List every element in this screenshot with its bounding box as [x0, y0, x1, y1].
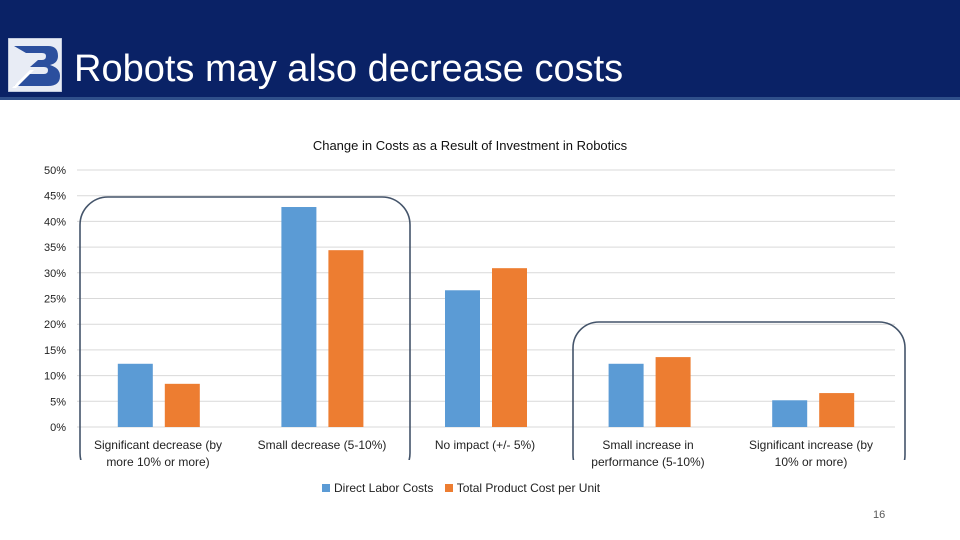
- y-tick-label: 50%: [44, 165, 66, 177]
- bar-direct-labor-costs: [117, 363, 153, 427]
- y-tick-label: 25%: [44, 294, 66, 306]
- y-tick-label: 40%: [44, 216, 66, 228]
- y-tick-label: 15%: [44, 345, 66, 357]
- y-tick-label: 5%: [50, 396, 66, 408]
- x-tick-label: No impact (+/- 5%): [434, 438, 536, 452]
- highlight-box-decrease: [79, 196, 411, 460]
- x-tick-label: Significant decrease (by more 10% or mor…: [93, 438, 223, 469]
- company-logo-icon: [8, 38, 62, 92]
- bar-total-product-cost: [164, 383, 200, 427]
- bar-total-product-cost: [328, 250, 364, 427]
- y-tick-label: 45%: [44, 191, 66, 203]
- bar-total-product-cost: [655, 357, 691, 427]
- chart-title: Change in Costs as a Result of Investmen…: [313, 138, 628, 153]
- y-tick-label: 20%: [44, 319, 66, 331]
- legend-swatch-blue-icon: [322, 484, 330, 492]
- legend-item-direct-labor: Direct Labor Costs: [322, 481, 433, 495]
- x-tick-label: Small increase in performance (5-10%): [591, 438, 705, 469]
- bars: [117, 207, 855, 427]
- bar-direct-labor-costs: [281, 207, 317, 427]
- legend-label: Total Product Cost per Unit: [456, 481, 601, 495]
- y-tick-label: 0%: [50, 422, 66, 434]
- bar-total-product-cost: [492, 268, 527, 427]
- bar-direct-labor-costs: [608, 363, 644, 427]
- y-tick-label: 30%: [44, 268, 66, 280]
- x-tick-label: Small decrease (5-10%): [257, 438, 387, 452]
- y-tick-label: 35%: [44, 242, 66, 254]
- y-axis-tick-labels: 0% 5% 10% 15% 20% 25% 30% 35% 40% 45% 50%: [44, 165, 66, 434]
- slide-title: Robots may also decrease costs: [74, 48, 624, 90]
- highlight-outlines: [79, 196, 906, 460]
- slide-header: Robots may also decrease costs: [0, 0, 960, 100]
- legend-item-total-product-cost: Total Product Cost per Unit: [444, 481, 601, 495]
- legend-swatch-orange-icon: [444, 484, 453, 492]
- gridlines: [77, 169, 895, 428]
- bar-total-product-cost: [819, 393, 855, 427]
- page-number: 16: [873, 509, 886, 521]
- bar-direct-labor-costs: [772, 400, 808, 427]
- highlight-box-increase: [572, 321, 906, 460]
- bar-chart: Change in Costs as a Result of Investmen…: [44, 138, 906, 460]
- legend-label: Direct Labor Costs: [334, 481, 434, 495]
- x-tick-label: Significant increase (by 10% or more): [748, 438, 874, 469]
- chart-legend: Direct Labor Costs Total Product Cost pe…: [322, 481, 608, 495]
- bar-direct-labor-costs: [445, 290, 480, 427]
- y-tick-label: 10%: [44, 371, 66, 383]
